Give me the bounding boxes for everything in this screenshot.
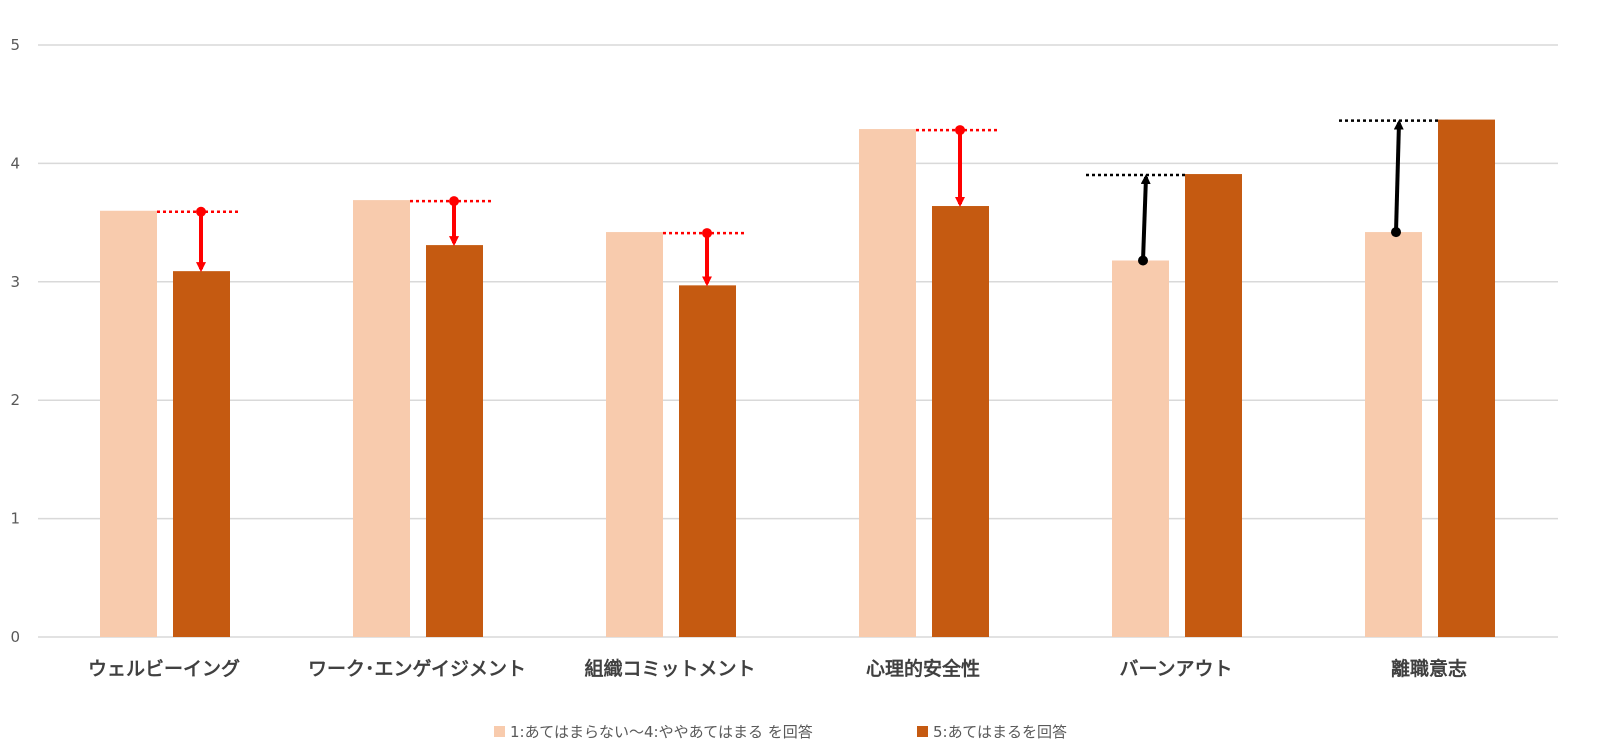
y-tick-label-3: 3 (10, 273, 20, 291)
difference-arrow-5 (1393, 119, 1404, 233)
x-axis-labels: ウェルビーイング ワーク･エンゲイジメント 組織コミットメント 心理的安全性 バーンアウ… (88, 657, 1467, 680)
y-tick-label-2: 2 (10, 391, 20, 409)
category-label-0: ウェルビーイング (88, 657, 240, 680)
y-tick-label-4: 4 (10, 154, 20, 172)
bar-series-2-4 (1185, 174, 1242, 637)
category-label-2: 組織コミットメント (584, 657, 755, 680)
y-tick-label-1: 1 (10, 510, 20, 528)
legend-label-series-2: 5:あてはまるを回答 (933, 723, 1067, 741)
legend-swatch-series-1 (494, 726, 505, 737)
annotations (157, 119, 1438, 287)
bars (100, 119, 1495, 638)
bar-series-2-2 (679, 285, 736, 637)
bar-series-1-1 (353, 200, 410, 637)
y-tick-label-5: 5 (10, 36, 20, 54)
bar-series-1-0 (100, 210, 157, 637)
bar-series-1-3 (859, 129, 916, 637)
category-label-3: 心理的安全性 (866, 657, 980, 680)
bar-series-2-0 (173, 271, 230, 637)
legend-label-series-1: 1:あてはまらない〜4:ややあてはまる を回答 (510, 723, 813, 741)
y-axis-ticks: 0 1 2 3 4 5 (10, 36, 20, 646)
legend: 1:あてはまらない〜4:ややあてはまる を回答 5:あてはまるを回答 (494, 723, 1067, 741)
y-tick-label-0: 0 (10, 628, 20, 646)
category-label-1: ワーク･エンゲイジメント (308, 658, 526, 680)
bar-series-1-2 (606, 232, 663, 637)
bar-series-2-5 (1438, 119, 1495, 638)
bar-series-1-4 (1112, 260, 1169, 637)
gridlines (38, 44, 1558, 638)
category-label-4: バーンアウト (1119, 658, 1232, 680)
bar-series-2-1 (426, 245, 483, 637)
difference-arrow-4 (1140, 174, 1151, 261)
category-label-5: 離職意志 (1391, 657, 1467, 680)
legend-swatch-series-2 (917, 726, 928, 737)
bar-series-1-5 (1365, 232, 1422, 637)
bar-series-2-3 (932, 206, 989, 638)
